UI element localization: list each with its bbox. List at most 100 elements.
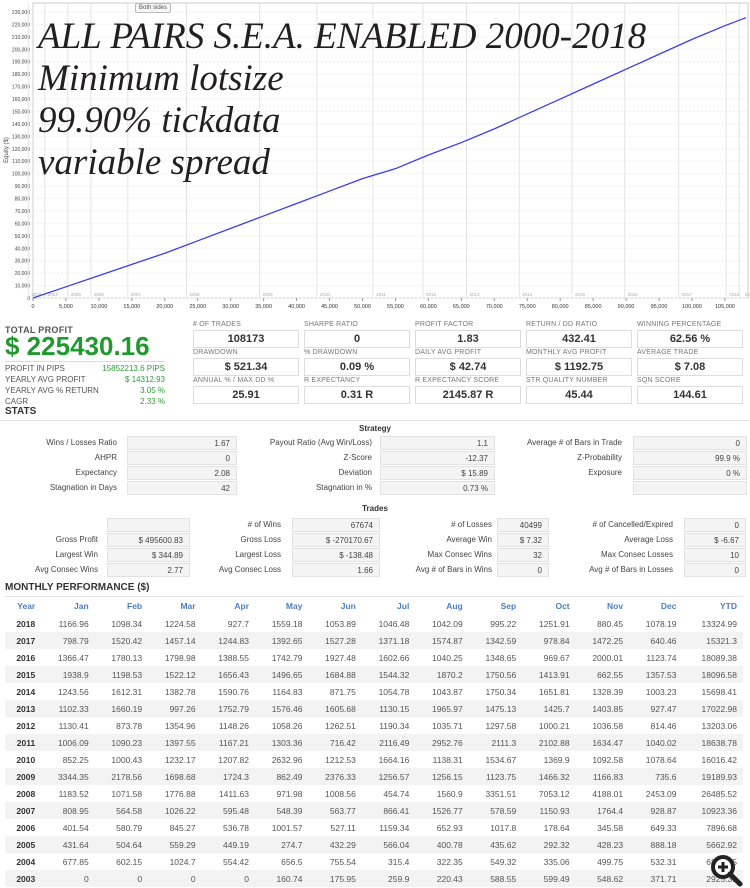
month-value-cell: 580.79 [116, 822, 143, 833]
year-marker-label: 2014 [522, 292, 533, 297]
strategy-stat-label: Wins / Losses Ratio [46, 438, 117, 447]
month-value-cell: 662.55 [575, 666, 630, 683]
month-value-cell: 431.64 [41, 836, 95, 853]
month-value-cell: 1164.83 [272, 686, 303, 697]
plot-area [32, 2, 749, 299]
total-profit-value: $ 225430.16 [5, 331, 150, 361]
strategy-stat-label: AHPR [94, 453, 117, 462]
trade-stat-value: 10 [684, 548, 746, 562]
column-header[interactable]: Year [17, 601, 36, 611]
year-cell: 2011 [5, 734, 42, 751]
column-header[interactable]: Sep [500, 601, 517, 611]
strategy-stat-label: Deviation [338, 468, 372, 477]
month-value-cell: 1123.74 [646, 652, 677, 663]
metric-label: R EXPECTANCY [304, 377, 361, 384]
column-header[interactable]: Nov [607, 601, 624, 611]
y-tick-label: 120,000 [12, 147, 30, 153]
month-value-cell: 1078.64 [645, 754, 677, 765]
trade-stat-label: Average Loss [624, 535, 673, 544]
y-tick-label: 70,000 [15, 209, 31, 215]
month-value-cell: 995.22 [490, 618, 517, 629]
column-header[interactable]: Oct [555, 601, 570, 611]
month-value-cell: 1001.57 [271, 822, 303, 833]
month-value-cell: 1527.28 [308, 632, 362, 649]
divider [0, 420, 750, 421]
trade-stat-label: Max Consec Wins [427, 550, 492, 559]
month-value-cell: 2102.88 [522, 734, 576, 751]
trade-stat-value: 32 [497, 548, 549, 562]
trade-stat-label: # of Wins [247, 520, 281, 529]
trade-stat-label: Largest Loss [235, 550, 281, 559]
month-value-cell: 335.06 [543, 856, 570, 867]
table-row: 2014 1243.56 1612.31 1382.78 1590.76 1164.83 8… [5, 683, 743, 700]
month-value-cell: 927.47 [629, 700, 683, 717]
month-value-cell: 1750.56 [468, 666, 523, 683]
month-value-cell: 1212.53 [325, 754, 356, 765]
month-value-cell: 578.59 [468, 802, 523, 819]
column-header[interactable]: Mar [180, 601, 196, 611]
year-cell: 2008 [16, 788, 36, 799]
divider [5, 596, 743, 597]
year-cell: 2009 [5, 768, 42, 785]
x-tick-label: 45,000 [321, 304, 338, 310]
month-value-cell: 1000.21 [538, 720, 570, 731]
month-value-cell: 1046.48 [378, 618, 410, 629]
month-value-cell: 1207.82 [218, 754, 249, 765]
column-header[interactable]: Apr [234, 601, 249, 611]
month-value-cell: 1466.32 [522, 768, 576, 785]
column-header[interactable]: Feb [127, 601, 143, 611]
year-cell: 2014 [16, 686, 36, 697]
metric-value: 45.44 [526, 386, 632, 404]
month-value-cell: 7896.68 [706, 822, 737, 833]
month-value-cell: 1054.78 [378, 686, 410, 697]
month-value-cell: 18096.58 [682, 666, 743, 683]
month-value-cell: 1870.2 [415, 666, 469, 683]
month-value-cell: 432.29 [308, 836, 362, 853]
trade-stat-value: 40499 [497, 518, 549, 532]
column-header[interactable]: Jun [340, 601, 356, 611]
table-row: 2004 677.85 602.15 1024.7 554.42 656.5 755.54 3… [5, 853, 743, 870]
month-value-cell: 969.67 [543, 652, 570, 663]
month-value-cell: 1040.02 [629, 734, 683, 751]
month-value-cell: 677.85 [62, 856, 89, 867]
column-header[interactable]: May [285, 601, 303, 611]
month-value-cell: 1328.39 [592, 686, 624, 697]
month-value-cell: 798.79 [41, 632, 95, 649]
summary-row-label: PROFIT IN PIPS [5, 364, 65, 373]
year-marker-label: 2011 [376, 292, 386, 297]
month-value-cell: 400.78 [415, 836, 469, 853]
month-value-cell: 1102.33 [41, 700, 95, 717]
month-value-cell: 1256.15 [415, 768, 469, 785]
month-value-cell: 1167.21 [201, 734, 255, 751]
monthly-heading: MONTHLY PERFORMANCE ($) [5, 582, 150, 593]
column-header[interactable]: YTD [720, 601, 737, 611]
month-value-cell: 0 [94, 870, 149, 887]
month-value-cell: 640.46 [629, 632, 683, 649]
equity-chart: 0 10,000 20,000 30,000 40,000 50,000 60,000 70,… [4, 2, 750, 310]
metric-label: # OF TRADES [193, 321, 241, 328]
trade-stat-value: 67674 [292, 518, 380, 532]
month-value-cell: 588.55 [468, 870, 523, 887]
month-value-cell: 656.5 [281, 856, 303, 867]
column-header[interactable]: Aug [446, 601, 463, 611]
zoom-in-icon[interactable] [708, 852, 744, 888]
column-header[interactable]: Jul [397, 601, 410, 611]
metric-label: MONTHLY AVG PROFIT [526, 349, 607, 356]
month-value-cell: 178.64 [543, 822, 570, 833]
month-value-cell: 1752.79 [201, 700, 255, 717]
month-value-cell: 26485.52 [701, 788, 737, 799]
divider [5, 361, 165, 362]
trade-stat-value: 0 [684, 563, 746, 577]
month-value-cell: 1303.36 [255, 734, 309, 751]
both-sides-button[interactable]: Both sides [135, 3, 172, 13]
month-value-cell: 2000.01 [592, 652, 624, 663]
month-value-cell: 175.95 [308, 870, 362, 887]
month-value-cell: 1198.53 [94, 666, 149, 683]
column-header[interactable]: Jan [74, 601, 89, 611]
x-tick-label: 85,000 [585, 304, 602, 310]
month-value-cell: 1559.18 [271, 618, 303, 629]
strategy-stat-value: 0 % [633, 466, 747, 480]
column-header[interactable]: Dec [660, 601, 677, 611]
month-value-cell: 16016.42 [701, 754, 737, 765]
month-value-cell: 5662.92 [682, 836, 743, 853]
